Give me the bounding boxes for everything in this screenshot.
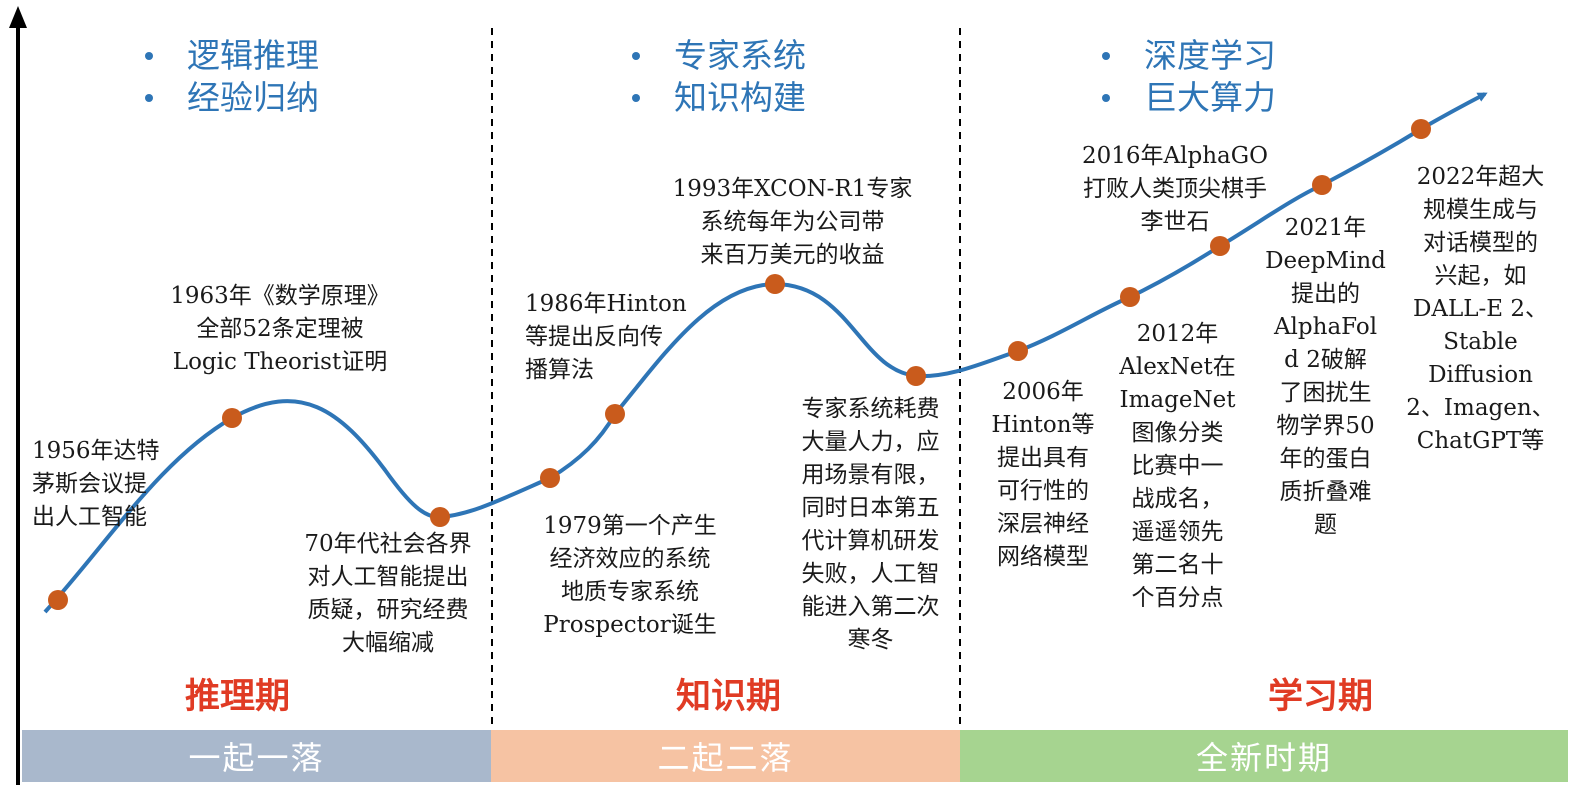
bullet-dot	[632, 52, 640, 60]
bullet-dot	[1102, 94, 1110, 102]
period-1-bullet-1: 逻辑推理	[187, 36, 319, 75]
event-1979: 1979第一个产生 经济效应的系统 地质专家系统 Prospector诞生	[543, 513, 717, 638]
event-2022: 2022年超大 规模生成与 对话模型的 兴起，如 DALL-E 2、 Stabl…	[1406, 164, 1555, 454]
bullet-dot	[632, 94, 640, 102]
event-marker-11	[1312, 175, 1332, 195]
period-1-bullet-2: 经验归纳	[187, 78, 319, 117]
period-2-bullets: 专家系统 知识构建	[632, 35, 806, 119]
event-marker-12	[1411, 119, 1431, 139]
bullet-dot	[145, 94, 153, 102]
event-1986: 1986年Hinton 等提出反向传 播算法	[525, 291, 687, 383]
event-2016: 2016年AlphaGO 打败人类顶尖棋手 李世石	[1082, 143, 1268, 235]
event-2021: 2021年 DeepMind 提出的 AlphaFol d 2破解 了困扰生 物…	[1265, 215, 1386, 538]
event-1956: 1956年达特 茅斯会议提 出人工智能	[32, 438, 160, 530]
period-1-bullets: 逻辑推理 经验归纳	[145, 35, 319, 119]
axis-arrowhead	[9, 6, 27, 28]
era-title-learning: 学习期	[1268, 677, 1374, 717]
band-label-2: 二起二落	[657, 739, 794, 777]
band-period-3: 全新时期	[960, 730, 1568, 782]
timeline-curve	[43, 92, 1488, 614]
event-marker-3	[430, 507, 450, 527]
event-marker-9	[1120, 287, 1140, 307]
bullet-dot	[145, 52, 153, 60]
period-3-bullet-2: 巨大算力	[1144, 78, 1276, 117]
era-title-knowledge: 知识期	[676, 677, 782, 717]
event-marker-5	[605, 404, 625, 424]
event-marker-1	[48, 590, 68, 610]
event-marker-4	[540, 468, 560, 488]
event-1970s: 70年代社会各界 对人工智能提出 质疑，研究经费 大幅缩减	[304, 531, 472, 656]
event-markers	[48, 119, 1431, 610]
band-label-1: 一起一落	[188, 739, 325, 777]
event-marker-2	[222, 408, 242, 428]
event-1963: 1963年《数学原理》 全部52条定理被 Logic Theorist证明	[170, 283, 390, 375]
event-marker-8	[1008, 341, 1028, 361]
event-marker-7	[906, 366, 926, 386]
event-marker-10	[1210, 236, 1230, 256]
bullet-dot	[1102, 52, 1110, 60]
period-3-bullet-1: 深度学习	[1144, 36, 1276, 75]
band-period-1: 一起一落	[22, 730, 491, 782]
band-period-2: 二起二落	[491, 730, 960, 782]
event-second-winter: 专家系统耗费 大量人力，应 用场景有限， 同时日本第五 代计算机研发 失败，人工…	[801, 396, 940, 653]
period-3-bullets: 深度学习 巨大算力	[1102, 35, 1276, 119]
event-2006: 2006年 Hinton等 提出具有 可行性的 深层神经 网络模型	[991, 379, 1095, 570]
period-2-bullet-2: 知识构建	[674, 78, 806, 117]
era-title-reasoning: 推理期	[185, 677, 291, 717]
event-2012: 2012年 AlexNet在 ImageNet 图像分类 比赛中一 战成名， 遥…	[1119, 321, 1236, 611]
event-marker-6	[765, 274, 785, 294]
event-1993: 1993年XCON-R1专家 系统每年为公司带 来百万美元的收益	[672, 176, 913, 268]
period-2-bullet-1: 专家系统	[674, 36, 806, 75]
band-label-3: 全新时期	[1195, 739, 1332, 777]
